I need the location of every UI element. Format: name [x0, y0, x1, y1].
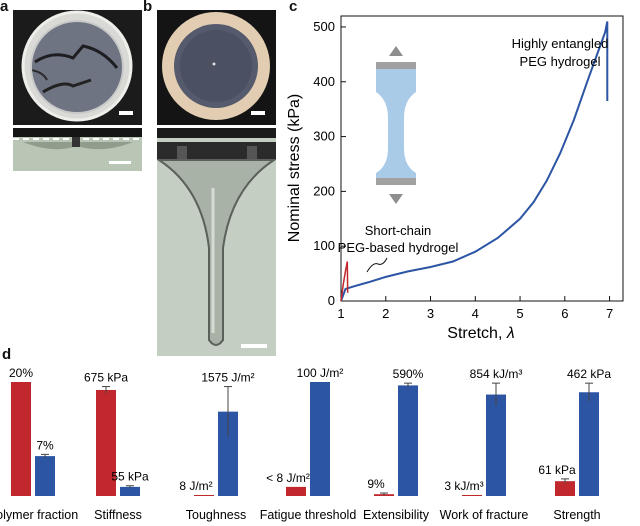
- stress-stretch-chart: 1 2 3 4 5 6 7 0 100 200 300 400 500 Highly entangled…: [286, 15, 624, 342]
- photo-side-view-a: [13, 128, 142, 171]
- panel-label-d: d: [2, 346, 12, 363]
- annot-entangled-line1: Highly entangled: [512, 36, 609, 51]
- bar-value-label: 590%: [393, 367, 424, 381]
- bar-entangled: [486, 394, 506, 496]
- annot-pointer: [366, 257, 388, 273]
- x-tick-label: 2: [382, 306, 389, 321]
- photo-fractured-gel: [13, 10, 142, 125]
- bar-value-label: < 8 J/m²: [266, 471, 310, 485]
- y-tick-label: 200: [313, 183, 335, 198]
- bar-value-label: 1575 J/m²: [201, 371, 254, 385]
- bar-value-label: 55 kPa: [111, 470, 149, 484]
- y-tick-label: 100: [313, 238, 335, 253]
- x-tick-label: 1: [337, 306, 344, 321]
- arrow-up-icon: [389, 46, 403, 56]
- bar-category-label: Extensibility: [363, 508, 430, 522]
- bar-short-chain: [555, 481, 575, 496]
- bar-category-label: Strength: [553, 508, 600, 522]
- panel-label-a: a: [0, 0, 9, 15]
- x-tick-label: 6: [561, 306, 568, 321]
- bar-entangled: [218, 411, 238, 496]
- bar-category-label: Fatigue threshold: [260, 508, 357, 522]
- y-tick-label: 0: [328, 293, 335, 308]
- bar-category-label: Work of fracture: [440, 508, 529, 522]
- series-entangled-hydrogel: [340, 21, 609, 302]
- bar-value-label: 462 kPa: [567, 367, 611, 381]
- y-tick-label: 300: [313, 129, 335, 144]
- bar-short-chain: [194, 495, 214, 496]
- bar-category-label: Stiffness: [94, 508, 142, 522]
- bar-value-label: 61 kPa: [538, 463, 576, 477]
- dogbone-specimen-icon: [376, 46, 416, 204]
- bar-short-chain: [462, 495, 482, 496]
- side-view-a-drawing: [13, 128, 142, 164]
- annot-short-line1: Short-chain: [365, 223, 431, 238]
- bar-value-label: 8 J/m²: [179, 479, 212, 493]
- x-tick-label: 5: [516, 306, 523, 321]
- bar-value-label: 9%: [367, 477, 385, 491]
- y-tick-label: 400: [313, 74, 335, 89]
- bar-category-label: Toughness: [186, 508, 246, 522]
- bar-entangled: [310, 382, 330, 496]
- bar-entangled: [579, 392, 599, 496]
- bar-value-label: 854 kJ/m³: [470, 367, 523, 381]
- x-tick-label: 3: [427, 306, 434, 321]
- bar-short-chain: [286, 486, 306, 496]
- panel-label-b: b: [143, 0, 153, 15]
- fractured-gel-drawing: [21, 10, 133, 122]
- bar-entangled: [35, 456, 55, 496]
- bar-value-label: 675 kPa: [84, 371, 128, 385]
- y-tick-label: 500: [313, 19, 335, 34]
- cone-drawing: [157, 128, 276, 348]
- plot-frame: [340, 15, 624, 302]
- arrow-down-icon: [389, 194, 403, 204]
- bar-entangled: [398, 385, 418, 496]
- annot-entangled-line2: PEG hydrogel: [520, 54, 601, 69]
- y-axis-label: Nominal stress (kPa): [286, 94, 303, 242]
- bar-value-label: 100 J/m²: [297, 366, 344, 380]
- series-short-chain-hydrogel: [340, 261, 349, 302]
- property-comparison-bar-chart: 20% 7% Polymer fraction 675 kPa 55 kPa Stiffn…: [0, 366, 632, 522]
- bar-category-label: Polymer fraction: [0, 508, 78, 522]
- x-tick-label: 4: [472, 306, 479, 321]
- photo-intact-gel: [157, 10, 276, 125]
- bar-short-chain: [11, 382, 31, 496]
- annot-short-line2: PEG-based hydrogel: [338, 240, 459, 255]
- bar-value-label: 3 kJ/m³: [444, 479, 483, 493]
- bar-value-label: 20%: [9, 366, 33, 380]
- bar-short-chain: [96, 389, 116, 496]
- x-tick-label: 7: [606, 306, 613, 321]
- x-axis-label: Stretch, λ: [447, 325, 515, 342]
- bar-entangled: [120, 486, 140, 496]
- intact-gel-drawing: [162, 12, 270, 120]
- bar-value-label: 7%: [36, 438, 54, 452]
- panel-label-c: c: [289, 0, 298, 15]
- photo-cone-deformation: [157, 128, 276, 356]
